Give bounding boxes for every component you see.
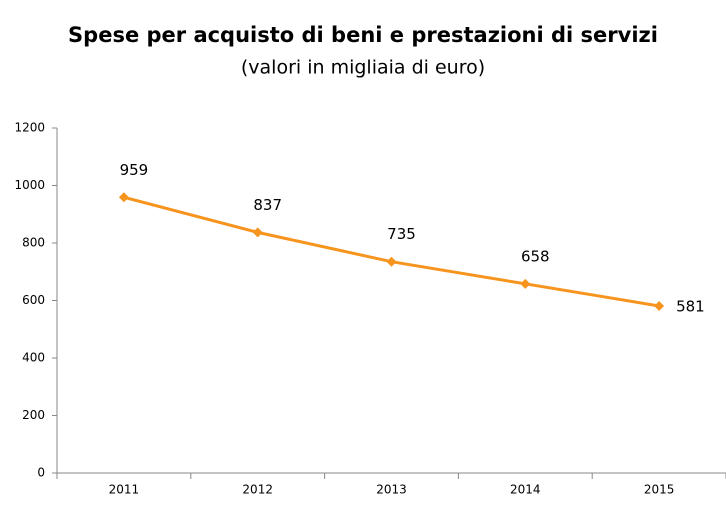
x-tick-label: 2013: [376, 483, 407, 497]
marker: [520, 278, 531, 289]
marker: [118, 192, 129, 203]
data-label: 735: [387, 225, 416, 243]
y-tick-label: 1000: [14, 178, 45, 192]
y-tick-label: 0: [37, 466, 45, 480]
x-tick-label: 2014: [510, 483, 541, 497]
data-label: 658: [521, 247, 550, 265]
chart-title: Spese per acquisto di beni e prestazioni…: [68, 23, 658, 47]
y-tick-label: 800: [22, 236, 45, 250]
line: [123, 195, 660, 308]
x-tick-label: 2015: [644, 483, 675, 497]
y-tick-label: 200: [22, 408, 45, 422]
x-tick-label: 2011: [109, 483, 140, 497]
marker: [386, 256, 397, 267]
y-tick-label: 600: [22, 293, 45, 307]
data-label: 837: [253, 196, 282, 214]
marker: [252, 227, 263, 238]
marker: [654, 300, 665, 311]
x-tick-label: 2012: [242, 483, 273, 497]
chart-subtitle: (valori in migliaia di euro): [241, 57, 485, 79]
y-tick-label: 400: [22, 351, 45, 365]
data-label: 581: [676, 297, 705, 315]
data-label: 959: [120, 161, 149, 179]
y-tick-label: 1200: [14, 121, 45, 135]
